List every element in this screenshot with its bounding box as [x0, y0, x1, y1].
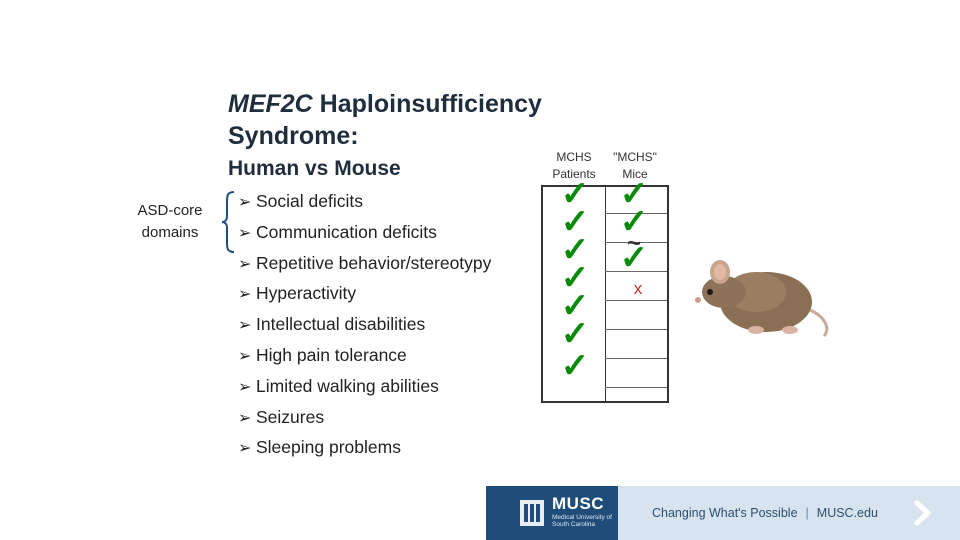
row-divider: [605, 329, 667, 330]
gene-name: MEF2C: [228, 90, 313, 118]
cross-x-icon: x: [633, 279, 643, 298]
musc-logo-icon: [520, 500, 544, 526]
musc-logo-subtext: Medical University of South Carolina: [552, 514, 612, 528]
comparison-table: [541, 185, 669, 403]
tagline-text: Changing What's Possible: [652, 506, 798, 520]
mouse-image: [695, 260, 829, 337]
row-divider: [605, 300, 667, 301]
partial-tilde-icon: ~: [626, 230, 641, 257]
arrow-bullet-icon: ➢: [238, 286, 252, 304]
arrow-bullet-icon: ➢: [238, 194, 252, 211]
slide-subtitle: Human vs Mouse: [228, 157, 401, 180]
musc-logo-text: MUSC: [552, 494, 605, 513]
mice-column-header: "MCHS" Mice: [613, 150, 657, 181]
row-divider: [605, 242, 667, 243]
list-item: ➢ Social deficits: [238, 187, 491, 218]
row-divider: [605, 358, 667, 359]
arrow-bullet-icon: ➢: [238, 440, 252, 458]
mouse-check-icon: ✓: [619, 239, 649, 277]
footer-tagline-panel: Changing What's Possible | MUSC.edu: [618, 486, 960, 540]
footer-bar: MUSC Medical University of South Carolin…: [486, 486, 960, 540]
slide-title: MEF2C Haploinsufficiency Syndrome:: [228, 88, 542, 152]
list-item: ➢ Seizures: [238, 403, 491, 434]
title-line2: Syndrome:: [228, 122, 359, 150]
footer-tagline: Changing What's Possible | MUSC.edu: [652, 506, 878, 520]
list-item: ➢ Intellectual disabilities: [238, 310, 491, 341]
patient-check-icon: ✓: [560, 259, 590, 297]
mouse-check-icon: ✓: [619, 175, 649, 213]
list-item: ➢ Repetitive behavior/stereotypy: [238, 249, 491, 280]
arrow-bullet-icon: ➢: [238, 347, 252, 365]
row-divider: [605, 271, 667, 272]
title-line1-rest: Haploinsufficiency: [312, 90, 542, 118]
arrow-bullet-icon: ➢: [238, 409, 252, 427]
row-divider: [605, 387, 667, 388]
column-divider: [605, 187, 606, 401]
list-item: ➢ Communication deficits: [238, 218, 491, 249]
asd-core-domains-label: ASD-core domains: [137, 202, 203, 241]
patient-check-icon: ✓: [560, 315, 590, 353]
footer-logo-panel: MUSC Medical University of South Carolin…: [486, 486, 618, 540]
patient-check-icon: ✓: [560, 287, 590, 325]
arrow-bullet-icon: ➢: [238, 255, 252, 273]
symptom-list: ➢ Social deficits ➢ Communication deficits…: [238, 187, 491, 464]
list-item: ➢ Sleeping problems: [238, 433, 491, 464]
curly-brace-icon: [221, 191, 235, 253]
footer-url-link[interactable]: MUSC.edu: [816, 506, 878, 520]
list-item: ➢ High pain tolerance: [238, 341, 491, 372]
list-item: ➢ Limited walking abilities: [238, 372, 491, 403]
row-divider: [605, 213, 667, 214]
patient-check-icon: ✓: [560, 231, 590, 269]
arrow-bullet-icon: ➢: [238, 317, 252, 335]
mouse-check-icon: ✓: [619, 203, 649, 241]
arrow-bullet-icon: ➢: [238, 224, 252, 242]
patient-check-icon: ✓: [560, 347, 590, 385]
chevron-right-icon[interactable]: [914, 500, 932, 526]
patient-check-icon: ✓: [560, 203, 590, 241]
separator: |: [805, 506, 809, 520]
list-item: ➢ Hyperactivity: [238, 279, 491, 310]
patient-check-icon: ✓: [560, 175, 590, 213]
patients-column-header: MCHS Patients: [552, 150, 596, 181]
arrow-bullet-icon: ➢: [238, 378, 252, 396]
